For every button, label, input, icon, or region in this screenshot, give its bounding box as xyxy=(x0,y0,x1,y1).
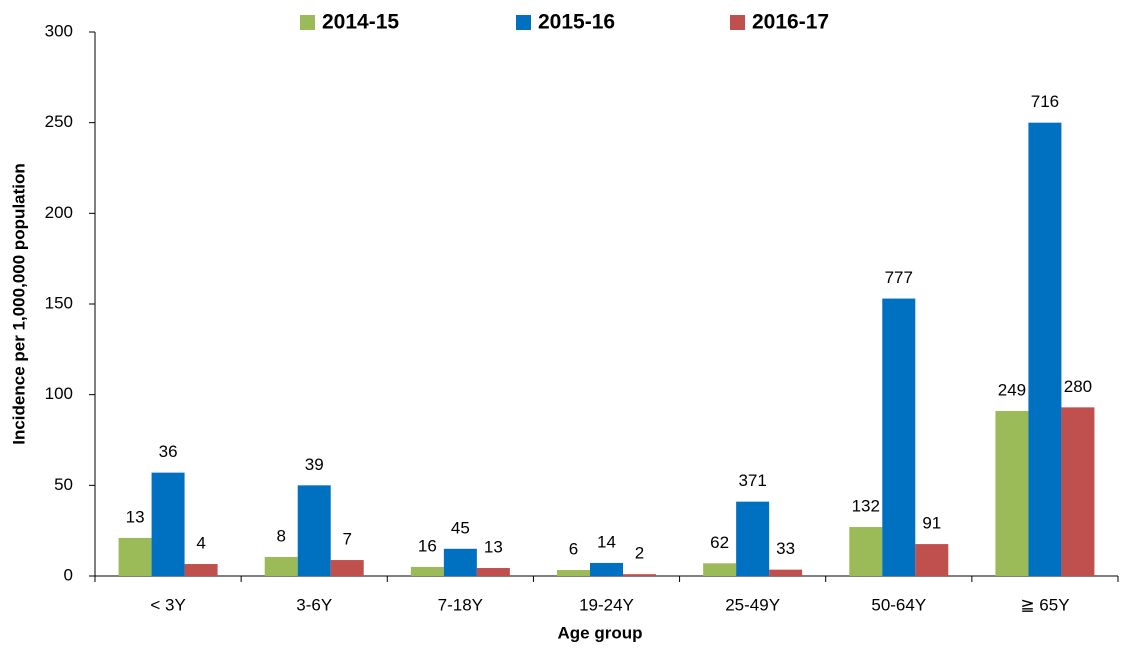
bar xyxy=(590,562,623,576)
bar xyxy=(849,527,883,576)
legend-swatch xyxy=(516,15,531,30)
bar xyxy=(915,544,949,576)
data-label: 91 xyxy=(922,514,941,533)
legend-label: 2016-17 xyxy=(752,11,829,34)
bar xyxy=(1061,407,1095,576)
legend-swatch xyxy=(300,15,315,30)
x-tick-label: 50-64Y xyxy=(871,595,926,614)
y-tick-label: 300 xyxy=(45,21,73,40)
data-label: 7 xyxy=(342,530,351,549)
data-label: 8 xyxy=(276,526,285,545)
data-label: 777 xyxy=(885,268,913,287)
legend-swatch xyxy=(730,15,745,30)
data-label: 371 xyxy=(738,471,766,490)
y-tick-label: 50 xyxy=(54,475,73,494)
bar xyxy=(151,472,185,576)
data-label: 62 xyxy=(710,533,729,552)
bar xyxy=(769,569,803,576)
x-tick-label: 7-18Y xyxy=(438,595,483,614)
bar xyxy=(557,570,590,576)
bar xyxy=(995,410,1029,576)
legend-label: 2014-15 xyxy=(322,11,399,34)
data-label: 13 xyxy=(484,538,503,557)
x-tick-label: 3-6Y xyxy=(296,595,332,614)
y-tick-label: 150 xyxy=(45,293,73,312)
data-label: 132 xyxy=(852,497,880,516)
bar xyxy=(882,298,916,576)
data-label: 280 xyxy=(1064,377,1092,396)
bar xyxy=(184,564,218,576)
bar xyxy=(736,501,770,576)
x-tick-label: 25-49Y xyxy=(725,595,780,614)
legend-label: 2015-16 xyxy=(538,11,615,34)
data-label: 16 xyxy=(418,536,437,555)
bar xyxy=(443,548,477,576)
data-label: 716 xyxy=(1031,92,1059,111)
data-label: 33 xyxy=(776,539,795,558)
x-tick-label: < 3Y xyxy=(150,595,185,614)
data-label: 4 xyxy=(196,534,205,553)
bar xyxy=(1028,122,1062,577)
data-label: 36 xyxy=(159,442,178,461)
data-label: 45 xyxy=(451,518,470,537)
x-tick-label: 19-24Y xyxy=(579,595,634,614)
x-tick-label: ≧ 65Y xyxy=(1020,595,1069,614)
data-label: 249 xyxy=(998,380,1026,399)
data-label: 2 xyxy=(635,544,644,563)
y-tick-label: 250 xyxy=(45,112,73,131)
bar xyxy=(330,560,364,576)
data-label: 6 xyxy=(569,540,578,559)
y-axis-label: Incidence per 1,000,000 population xyxy=(9,163,28,445)
data-label: 14 xyxy=(597,532,616,551)
bar xyxy=(703,563,737,576)
y-tick-label: 0 xyxy=(64,565,73,584)
y-tick-label: 100 xyxy=(45,384,73,403)
y-tick-label: 200 xyxy=(45,203,73,222)
bar xyxy=(476,568,510,576)
bar xyxy=(264,556,298,576)
bar xyxy=(297,485,331,576)
x-axis-label: Age group xyxy=(558,623,643,642)
bar xyxy=(118,537,152,576)
data-label: 13 xyxy=(126,507,145,526)
bar xyxy=(410,566,444,576)
bar xyxy=(623,574,656,576)
data-label: 39 xyxy=(305,455,324,474)
